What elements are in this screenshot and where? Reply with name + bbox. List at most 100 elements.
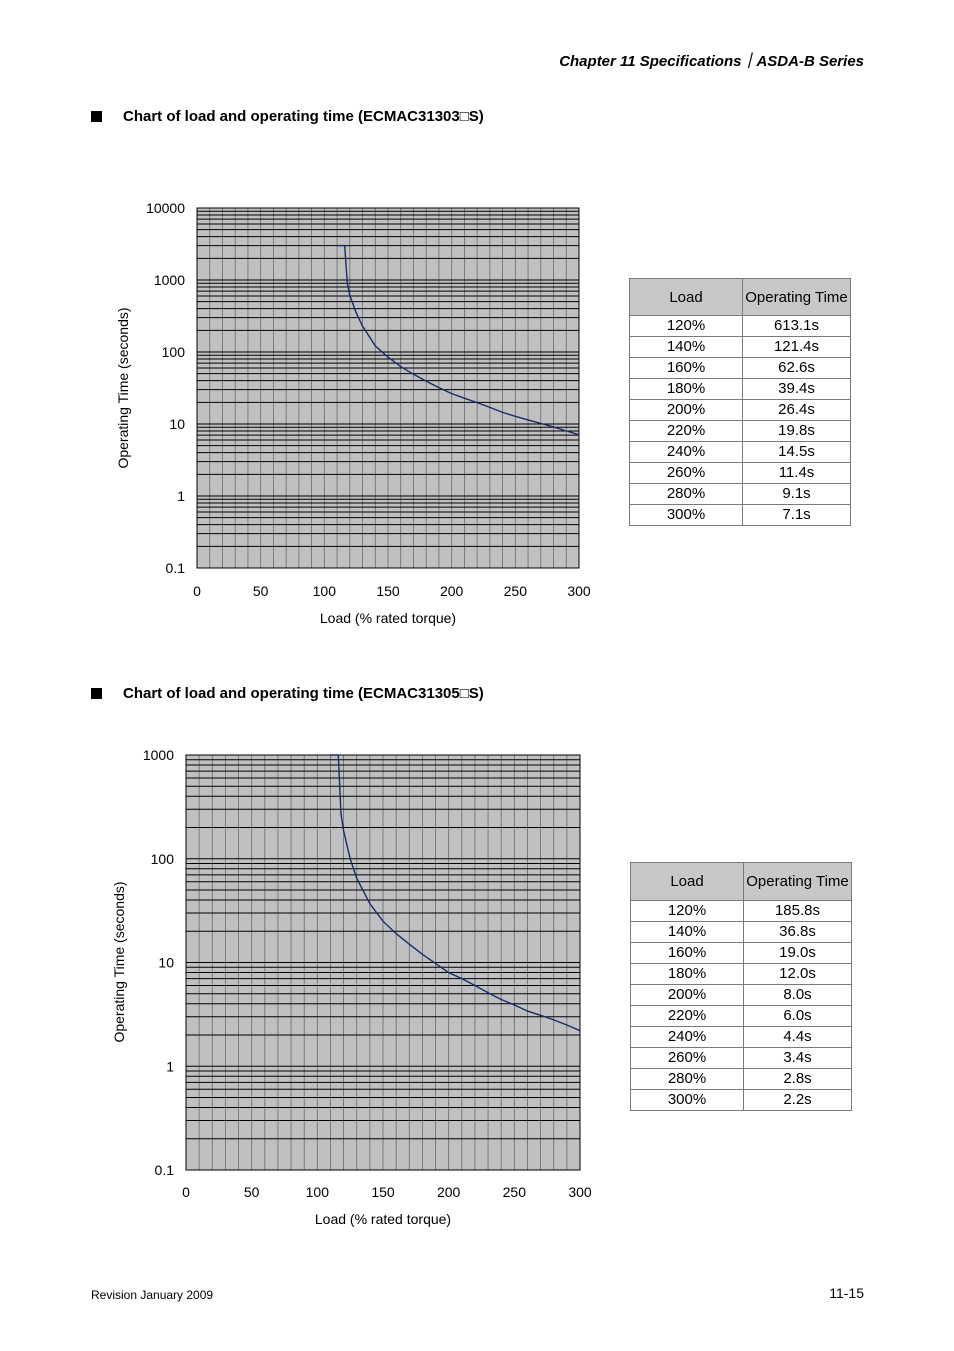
cell-load: 240% [629,441,743,463]
cell-operating-time: 6.0s [743,1005,852,1027]
cell-load: 280% [629,483,743,505]
load-table-ecmac31305: Load Operating Time 120% 185.8s 140% 36.8s 1… [630,862,852,1111]
section-heading-1-text: Chart of load and operating time (ECMAC3… [123,108,484,125]
cell-load: 160% [630,942,744,964]
table-row: 140% 121.4s [629,336,851,358]
y-tick-label: 10000 [146,200,185,216]
cell-load: 200% [629,399,743,421]
x-tick-label: 50 [253,583,269,599]
section-heading-2-text: Chart of load and operating time (ECMAC3… [123,685,484,702]
cell-load: 260% [629,462,743,484]
cell-operating-time: 4.4s [743,1026,852,1048]
x-tick-label: 200 [437,1184,461,1200]
cell-load: 120% [629,315,743,337]
table-row: 300% 7.1s [629,504,851,526]
x-tick-label: 200 [440,583,464,599]
cell-operating-time: 62.6s [742,357,851,379]
cell-operating-time: 11.4s [742,462,851,484]
y-tick-label: 10 [158,955,174,971]
table-row: 300% 2.2s [630,1089,852,1111]
bullet-icon [91,688,102,699]
y-tick-label: 1000 [154,272,185,288]
x-tick-label: 0 [182,1184,190,1200]
cell-operating-time: 14.5s [742,441,851,463]
footer-revision: Revision January 2009 [91,1288,214,1302]
footer-page-number: 11-15 [829,1285,864,1301]
y-tick-label: 1 [166,1058,174,1074]
cell-load: 220% [630,1005,744,1027]
series-line [330,754,581,1032]
table-row: 240% 14.5s [629,441,851,463]
x-tick-label: 250 [503,1184,527,1200]
table-row: 120% 613.1s [629,315,851,337]
table-row: 140% 36.8s [630,921,852,943]
chart-ecmac31305: 0 50 100 150 200 250 300 0.1 1 10 100 1000 Load (% r… [111,747,592,1227]
bullet-icon [91,111,102,122]
x-tick-label: 150 [371,1184,395,1200]
cell-operating-time: 7.1s [742,504,851,526]
y-tick-label: 0.1 [155,1162,175,1178]
y-tick-label: 100 [151,851,175,867]
cell-load: 300% [629,504,743,526]
table-row: 280% 2.8s [630,1068,852,1090]
cell-operating-time: 8.0s [743,984,852,1006]
cell-operating-time: 3.4s [743,1047,852,1069]
x-tick-label: 300 [567,583,591,599]
table-header-load: Load [629,278,743,316]
y-tick-label: 0.1 [166,560,186,576]
x-axis-label: Load (% rated torque) [320,610,456,626]
table-row: 180% 12.0s [630,963,852,985]
cell-load: 160% [629,357,743,379]
cell-load: 180% [629,378,743,400]
table-row: 280% 9.1s [629,483,851,505]
cell-load: 220% [629,420,743,442]
plot-border [196,207,580,569]
table-row: 260% 3.4s [630,1047,852,1069]
section-heading-2: Chart of load and operating time (ECMAC3… [91,685,484,702]
table-row: 160% 19.0s [630,942,852,964]
cell-operating-time: 121.4s [742,336,851,358]
cell-operating-time: 39.4s [742,378,851,400]
cell-load: 200% [630,984,744,1006]
x-axis-label: Load (% rated torque) [315,1211,451,1227]
table-row: 240% 4.4s [630,1026,852,1048]
load-table-ecmac31303: Load Operating Time 120% 613.1s 140% 121.4s… [629,278,851,526]
table-row: 120% 185.8s [630,900,852,922]
x-tick-label: 50 [244,1184,260,1200]
cell-operating-time: 185.8s [743,900,852,922]
cell-load: 180% [630,963,744,985]
table-row: 260% 11.4s [629,462,851,484]
table-row: 200% 8.0s [630,984,852,1006]
cell-load: 140% [629,336,743,358]
x-tick-label: 150 [376,583,400,599]
table-row: 180% 39.4s [629,378,851,400]
x-tick-label: 100 [313,583,337,599]
page-header: Chapter 11 Specifications｜ASDA-B Series [559,53,864,70]
table-header-operating-time: Operating Time [743,862,852,901]
table-row: 220% 19.8s [629,420,851,442]
cell-operating-time: 2.8s [743,1068,852,1090]
cell-operating-time: 19.8s [742,420,851,442]
cell-operating-time: 12.0s [743,963,852,985]
cell-load: 240% [630,1026,744,1048]
y-tick-label: 1000 [143,747,174,763]
table-row: 160% 62.6s [629,357,851,379]
cell-operating-time: 613.1s [742,315,851,337]
x-tick-label: 250 [504,583,528,599]
cell-load: 300% [630,1089,744,1111]
section-heading-1: Chart of load and operating time (ECMAC3… [91,108,484,125]
x-tick-label: 300 [568,1184,592,1200]
plot-border [185,754,581,1171]
y-axis-label: Operating Time (seconds) [111,881,127,1042]
cell-load: 140% [630,921,744,943]
cell-operating-time: 19.0s [743,942,852,964]
cell-operating-time: 2.2s [743,1089,852,1111]
table-header-load: Load [630,862,744,901]
y-axis-label: Operating Time (seconds) [115,307,131,468]
y-tick-label: 10 [169,416,185,432]
y-tick-label: 100 [162,344,186,360]
table-row: 200% 26.4s [629,399,851,421]
cell-operating-time: 9.1s [742,483,851,505]
cell-load: 260% [630,1047,744,1069]
x-tick-label: 0 [193,583,201,599]
